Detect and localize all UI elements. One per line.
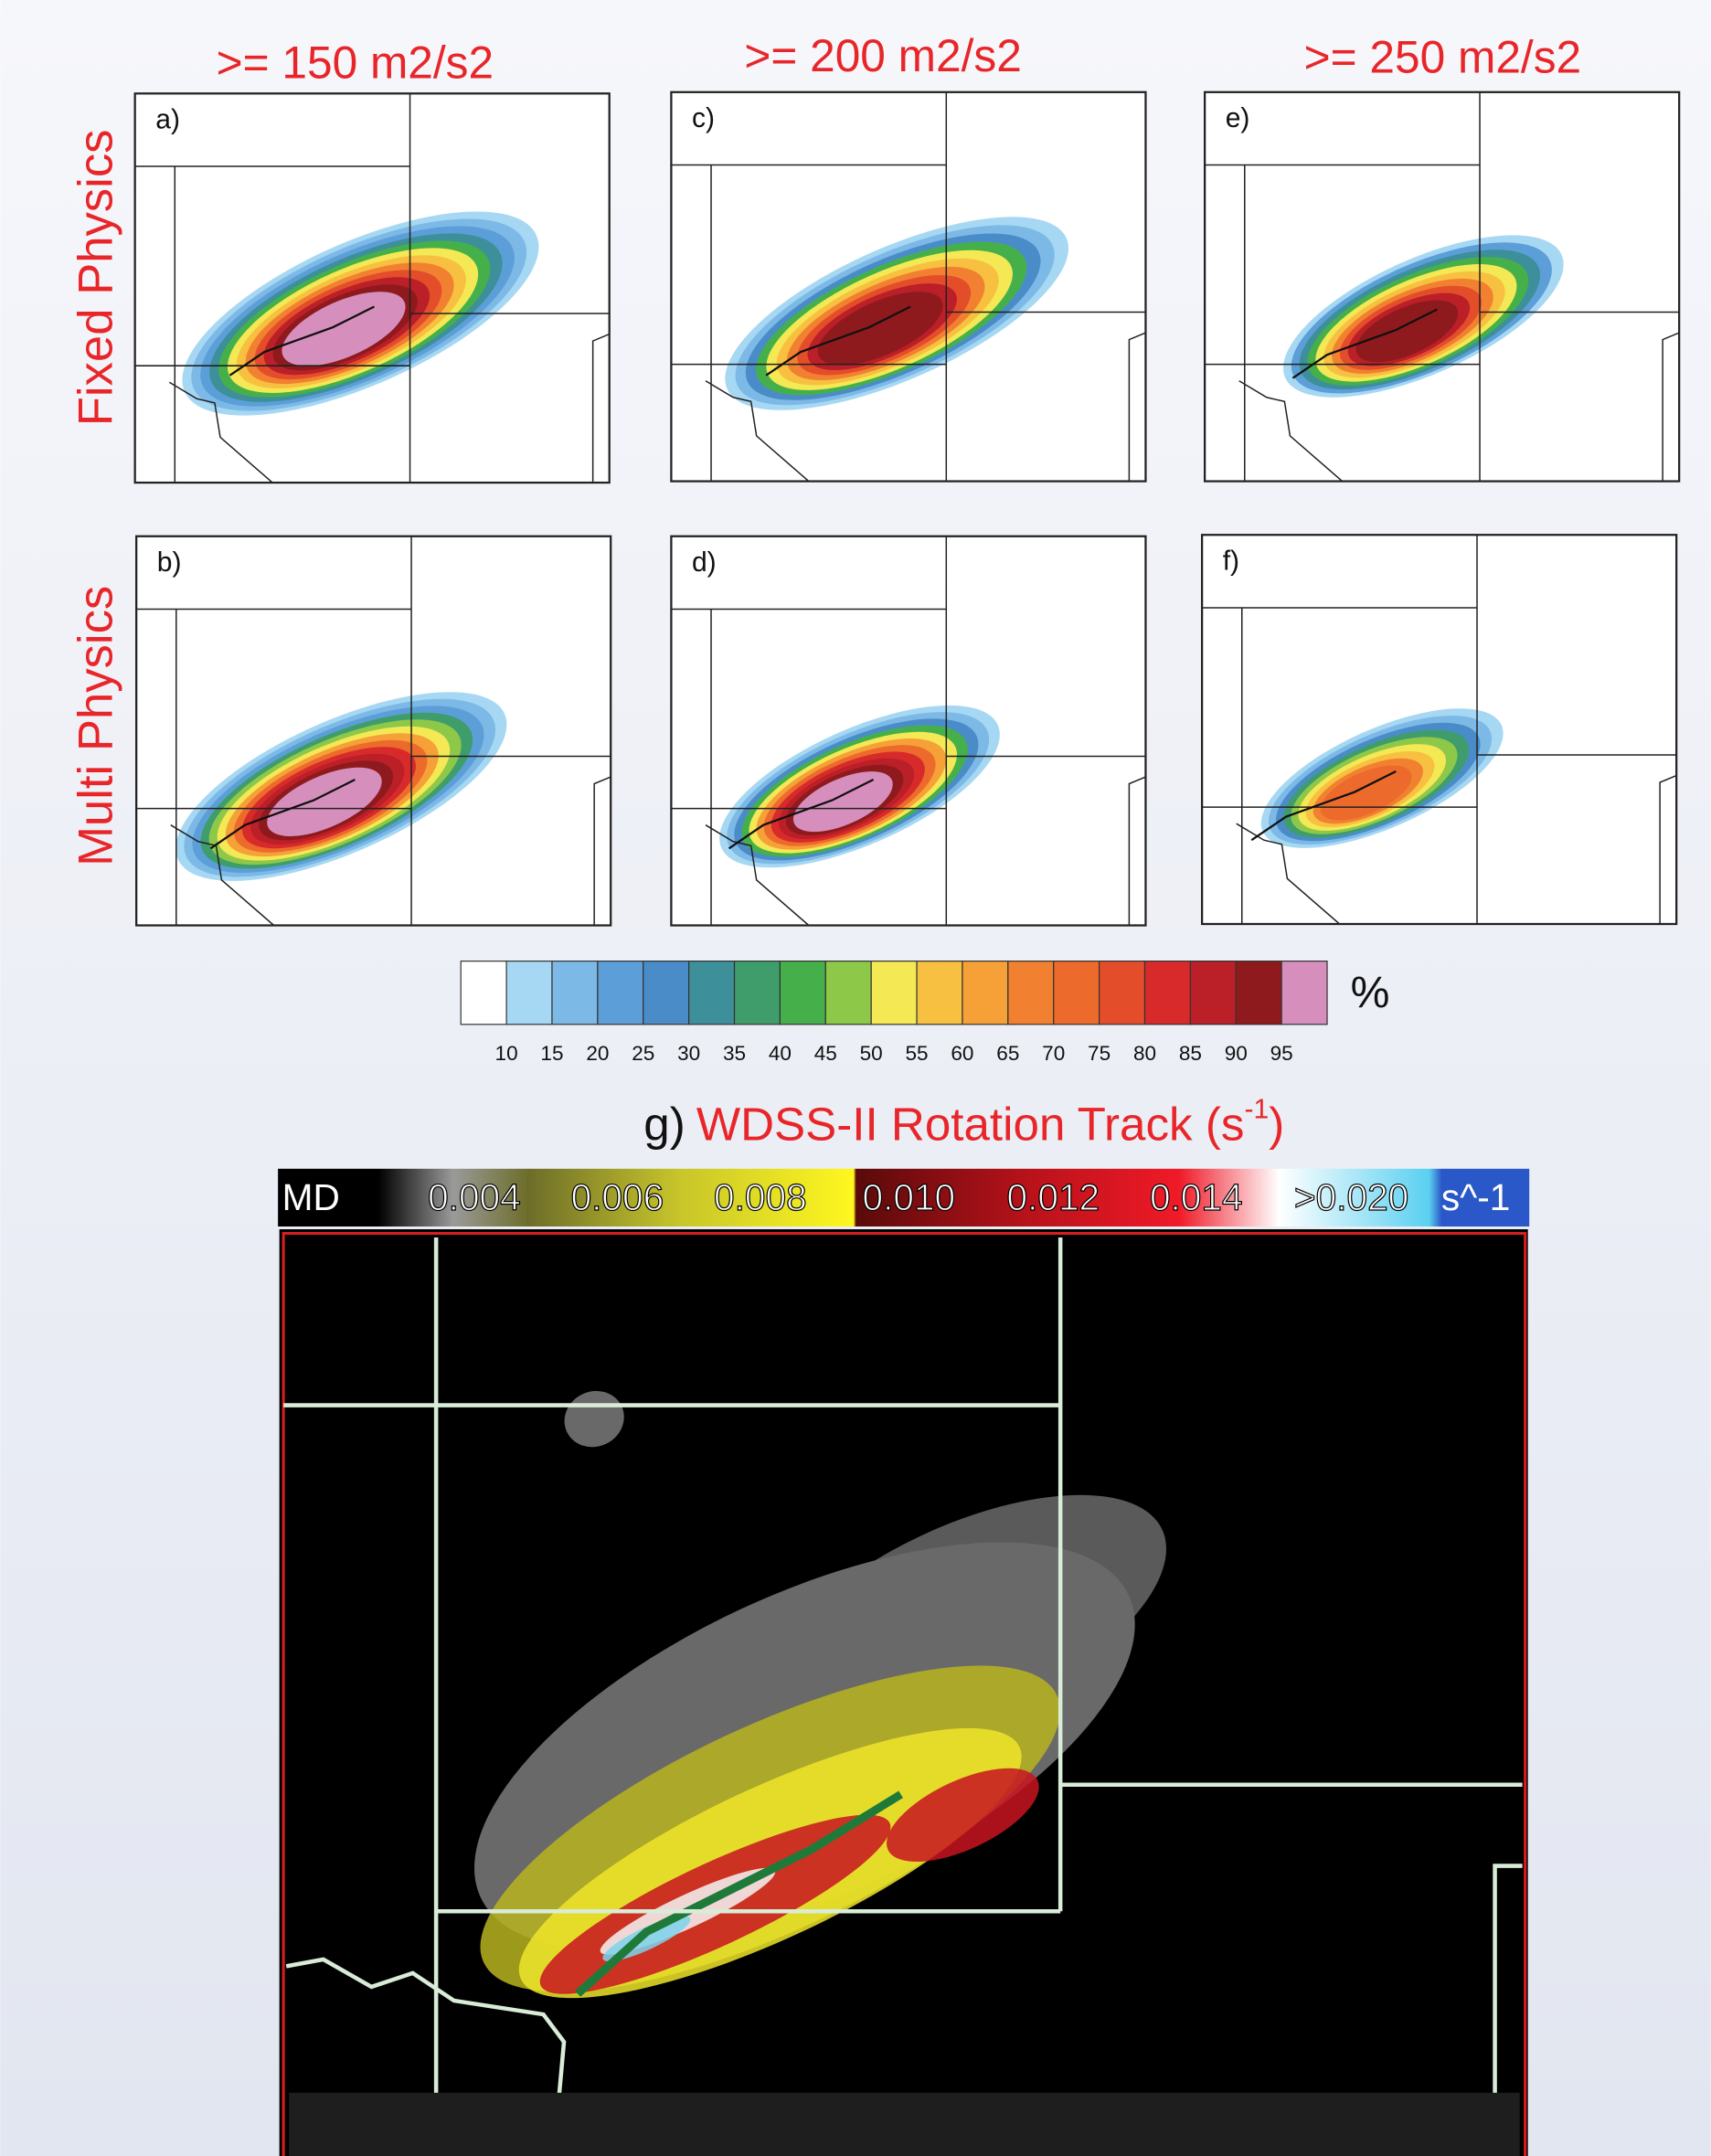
scale-label: 0.010 <box>863 1176 956 1218</box>
colorbar-tick-label: 35 <box>723 1042 746 1065</box>
colorbar-swatch <box>1190 961 1236 1025</box>
panel-label: e) <box>1226 103 1250 133</box>
map-panel: c) <box>671 92 1145 482</box>
colorbar-swatch <box>643 961 689 1025</box>
map-content <box>136 536 611 926</box>
colorbar-swatch <box>552 961 598 1025</box>
page: {"columns": [">= 150 m2/s2", ">= 200 m2/… <box>0 0 1711 2156</box>
colorbar-swatch <box>780 961 825 1025</box>
colorbar-swatch <box>1236 961 1281 1025</box>
map-panel: a) <box>135 93 610 483</box>
map-footer <box>289 2093 1519 2156</box>
map-panel: e) <box>1205 92 1679 482</box>
colorbar-tick-label: 55 <box>906 1042 929 1065</box>
colorbar-tick-label: 20 <box>586 1042 609 1065</box>
title-main: WDSS-II Rotation Track (s <box>696 1098 1245 1150</box>
colorbar-tick-label: 75 <box>1088 1042 1111 1065</box>
colorbar-tick-label: 70 <box>1042 1042 1065 1065</box>
colorbar-tick-label: 50 <box>860 1042 883 1065</box>
colorbar-unit: % <box>1351 968 1390 1017</box>
panel-label: c) <box>692 103 715 133</box>
map-panel: d) <box>671 536 1145 926</box>
colorbar-tick-label: 65 <box>996 1042 1019 1065</box>
colorbar-tick-label: 40 <box>769 1042 792 1065</box>
figure: >= 150 m2/s2 >= 200 m2/s2 >= 250 m2/s2 Fixe… <box>0 0 1711 2156</box>
colorbar-tick-label: 15 <box>540 1042 563 1065</box>
panel-label: d) <box>692 547 717 578</box>
column-header: >= 150 m2/s2 <box>217 37 494 88</box>
colorbar-tick-label: 95 <box>1270 1042 1293 1065</box>
scale-label: >0.020 <box>1294 1176 1408 1218</box>
map-content <box>671 92 1145 482</box>
title-end: ) <box>1269 1098 1284 1150</box>
colorbar-swatch <box>825 961 871 1025</box>
map-content <box>671 536 1145 926</box>
colorbar-swatch <box>506 961 552 1025</box>
colorbar-tick-label: 10 <box>495 1042 518 1065</box>
scale-label: 0.014 <box>1150 1176 1243 1218</box>
colorbar-swatch <box>1100 961 1145 1025</box>
map-content <box>135 93 610 483</box>
map-content <box>1205 92 1679 482</box>
colorbar-swatch <box>1144 961 1190 1025</box>
colorbar-tick-label: 30 <box>677 1042 700 1065</box>
panel-label: b) <box>157 547 182 578</box>
colorbar-swatch <box>461 961 506 1025</box>
map-content <box>1202 535 1676 924</box>
colorbar-swatch <box>1008 961 1054 1025</box>
colorbar-swatch <box>1054 961 1100 1025</box>
scale-label: 0.006 <box>571 1176 664 1218</box>
colorbar-tick-label: 25 <box>632 1042 654 1065</box>
colorbar-tick-label: 60 <box>951 1042 973 1065</box>
colorbar-tick-label: 90 <box>1225 1042 1248 1065</box>
colorbar-swatch <box>689 961 735 1025</box>
scale-label: 0.004 <box>428 1176 521 1218</box>
colorbar-tick-label: 80 <box>1133 1042 1156 1065</box>
colorbar-swatch <box>917 961 962 1025</box>
column-header: >= 250 m2/s2 <box>1304 31 1581 82</box>
colorbar-swatch <box>598 961 643 1025</box>
map-panel: f) <box>1202 535 1676 924</box>
scale-label: 0.012 <box>1006 1176 1100 1218</box>
panel-label: f) <box>1223 546 1239 576</box>
map-panel: b) <box>136 536 611 926</box>
row-label: Fixed Physics <box>69 130 122 427</box>
colorbar-swatch <box>962 961 1008 1025</box>
title-sup: -1 <box>1244 1095 1269 1125</box>
panel-g-label: g) <box>643 1098 685 1150</box>
column-header: >= 200 m2/s2 <box>744 30 1021 81</box>
scale-label: MD <box>282 1176 340 1218</box>
scale-label: 0.008 <box>714 1176 807 1218</box>
panel-label: a) <box>155 104 180 134</box>
row-label: Multi Physics <box>69 586 122 866</box>
colorbar-swatch <box>871 961 917 1025</box>
colorbar-swatch <box>735 961 781 1025</box>
scale-label: s^-1 <box>1441 1176 1510 1218</box>
colorbar-tick-label: 45 <box>814 1042 837 1065</box>
colorbar-tick-label: 85 <box>1179 1042 1202 1065</box>
panel-g-title: g)WDSS-II Rotation Track (s-1) <box>643 1095 1284 1151</box>
colorbar-swatch <box>1281 961 1327 1025</box>
